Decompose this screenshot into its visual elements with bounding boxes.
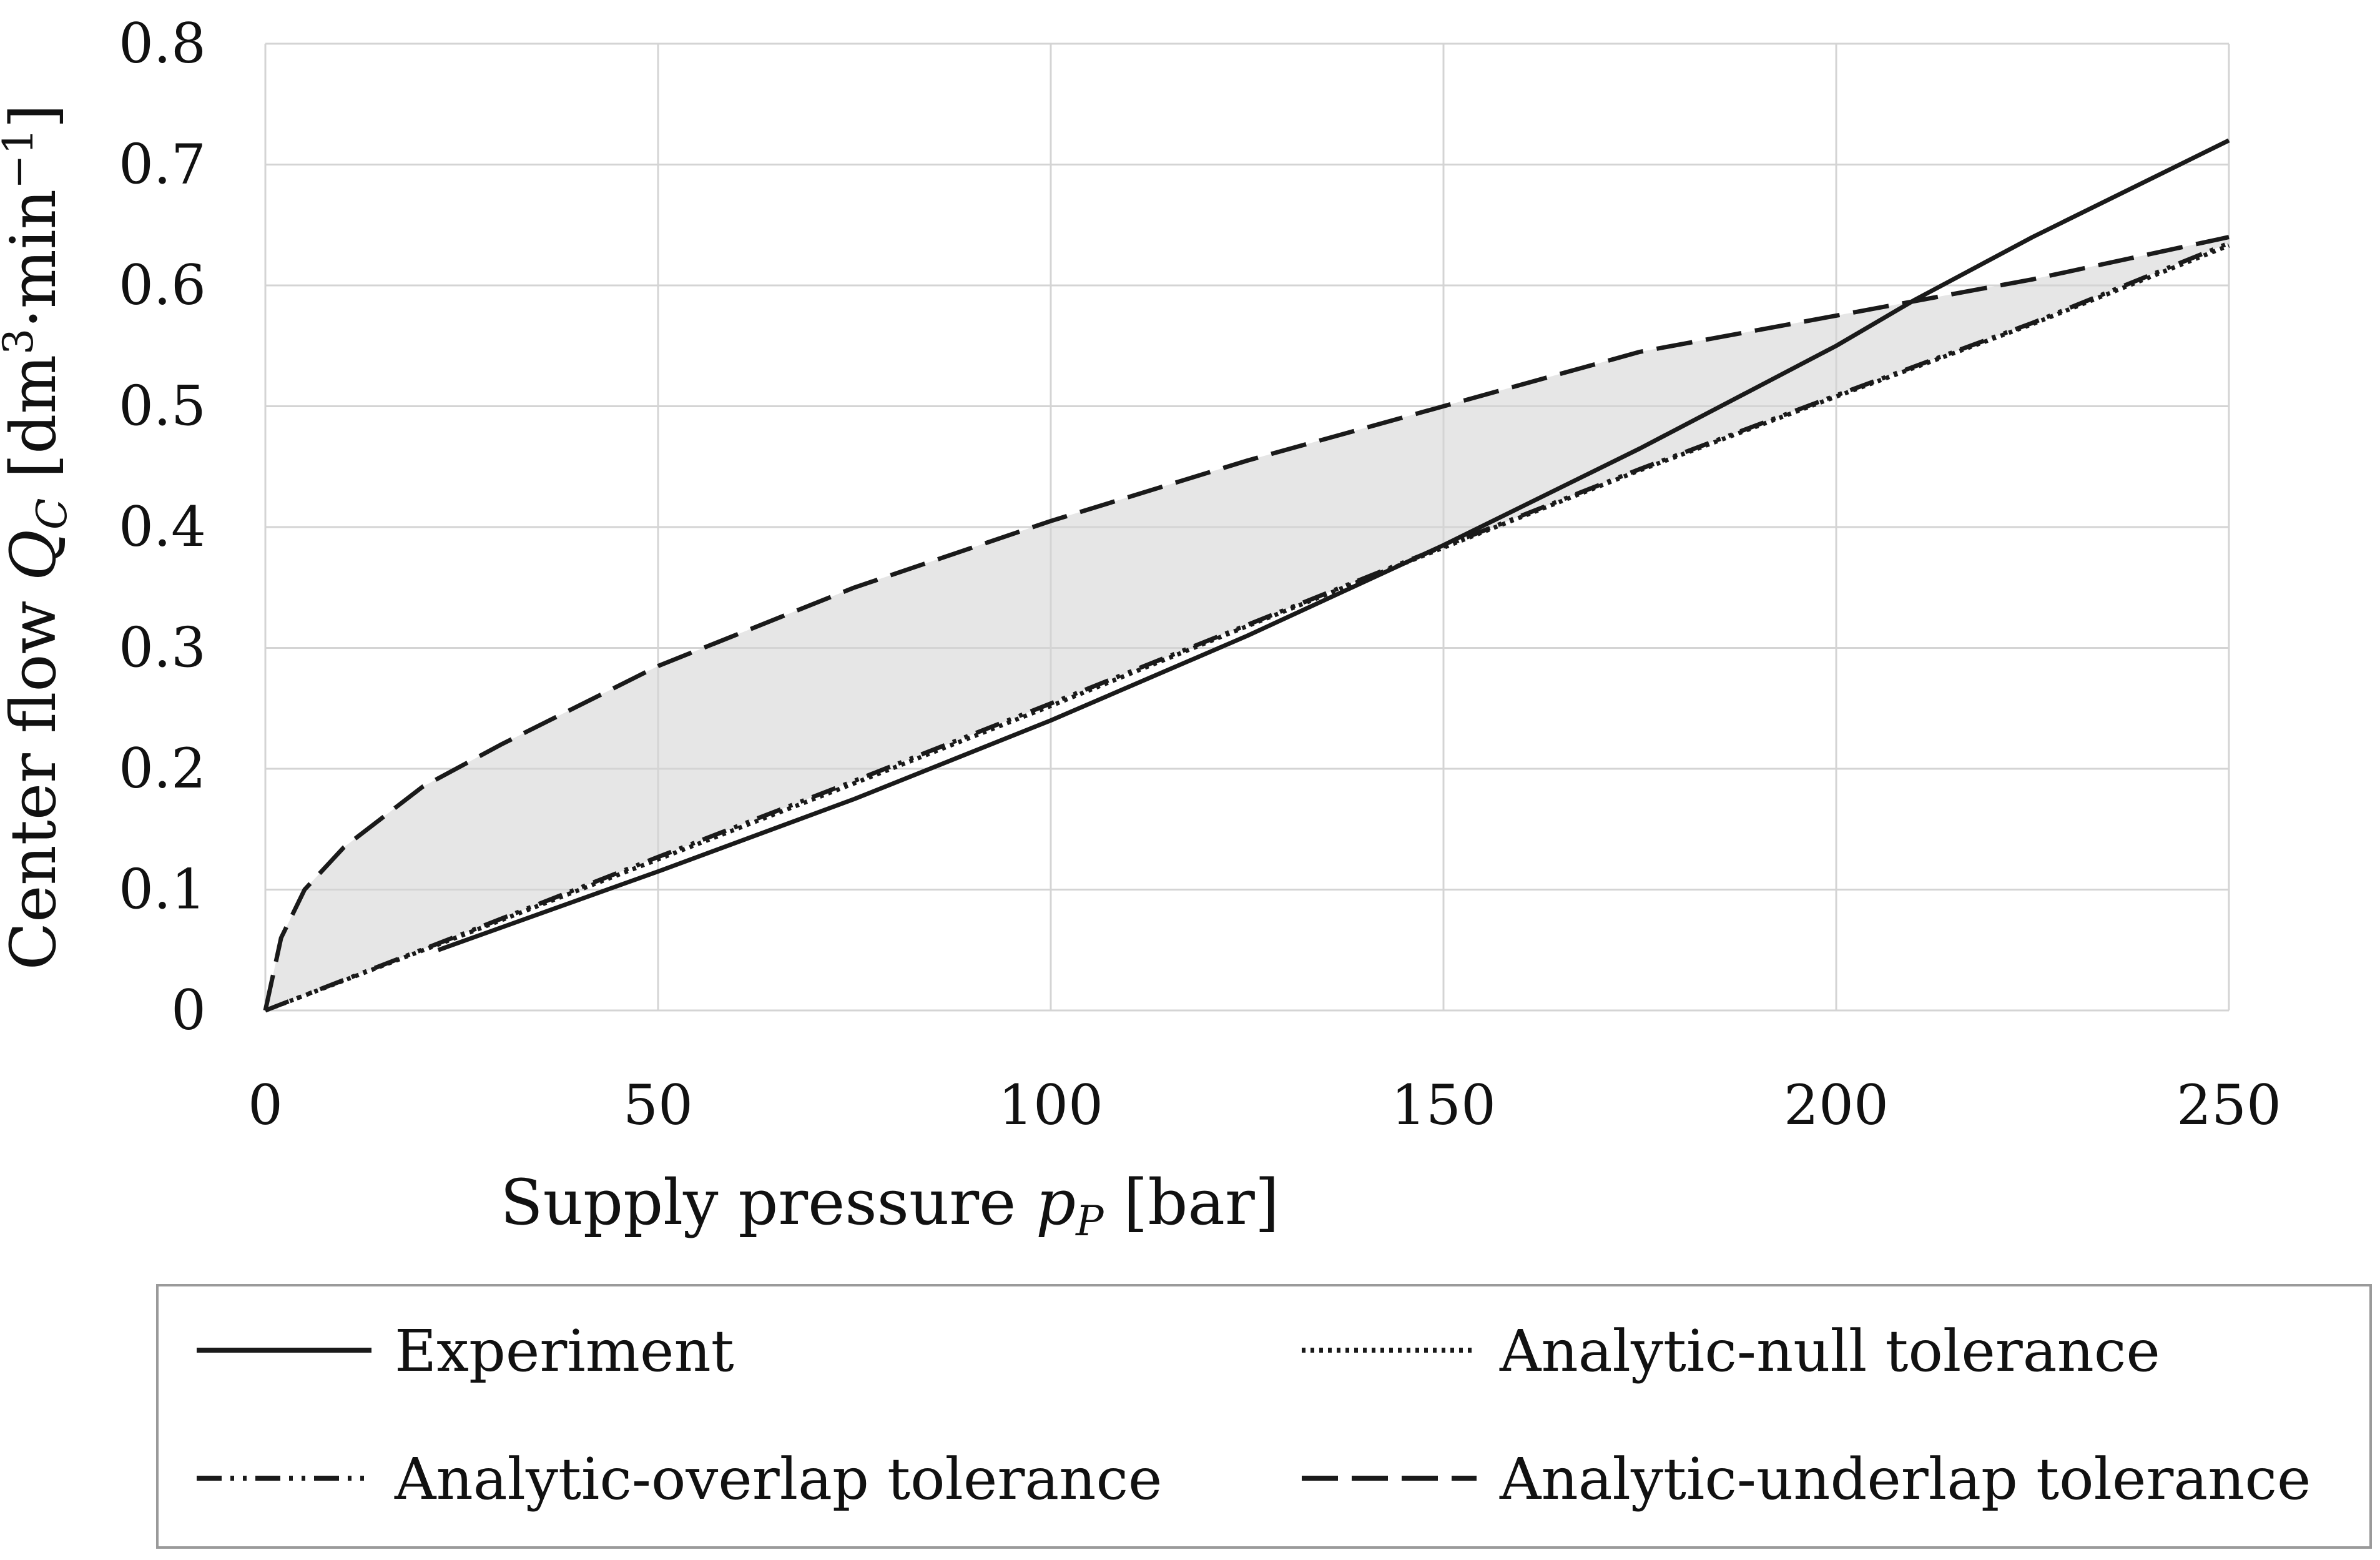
y-tick-label: 0.1 [119, 857, 206, 922]
series-underlap-tolerance [263, 235, 2230, 1011]
legend-label-experiment: Experiment [395, 1318, 734, 1385]
legend-label-overlap: Analytic-overlap tolerance [394, 1446, 1162, 1513]
y-tick-label: 0.8 [119, 11, 206, 76]
y-tick-label: 0.6 [119, 253, 206, 317]
y-tick-label: 0.3 [119, 616, 206, 680]
shaded-band [265, 237, 2229, 1011]
y-tick-label: 0.5 [119, 374, 206, 438]
y-tick-label: 0.2 [119, 736, 206, 801]
x-axis-title: Supply pressure pP [bar] [500, 1166, 1279, 1245]
legend-frame [156, 1284, 2372, 1549]
tick-labels: 0 0.1 0.2 0.3 0.4 0.5 0.6 0.7 0.8 0 50 100 150 200 250 [119, 11, 2281, 1137]
legend-label-underlap: Analytic-underlap tolerance [1499, 1446, 2311, 1513]
grid-layer [264, 42, 2230, 1012]
shaded-band-layer [265, 237, 2229, 1011]
y-tick-label: 0 [171, 978, 206, 1042]
x-tick-label: 0 [248, 1073, 283, 1137]
x-tick-label: 150 [1391, 1073, 1496, 1137]
x-tick-label: 50 [623, 1073, 693, 1137]
legend-label-null: Analytic-null tolerance [1499, 1318, 2160, 1385]
legend: Experiment Analytic-null tolerance Analy… [156, 1284, 2372, 1549]
y-tick-label: 0.7 [119, 132, 206, 197]
series-null-tolerance [264, 243, 2230, 1013]
x-tick-label: 200 [1784, 1073, 1889, 1137]
series-layer [263, 138, 2230, 1013]
y-axis-title: Center flow QC [dm3·min−1] [0, 104, 76, 970]
x-tick-label: 250 [2176, 1073, 2281, 1137]
x-tick-label: 100 [998, 1073, 1103, 1137]
y-tick-label: 0.4 [119, 495, 206, 559]
